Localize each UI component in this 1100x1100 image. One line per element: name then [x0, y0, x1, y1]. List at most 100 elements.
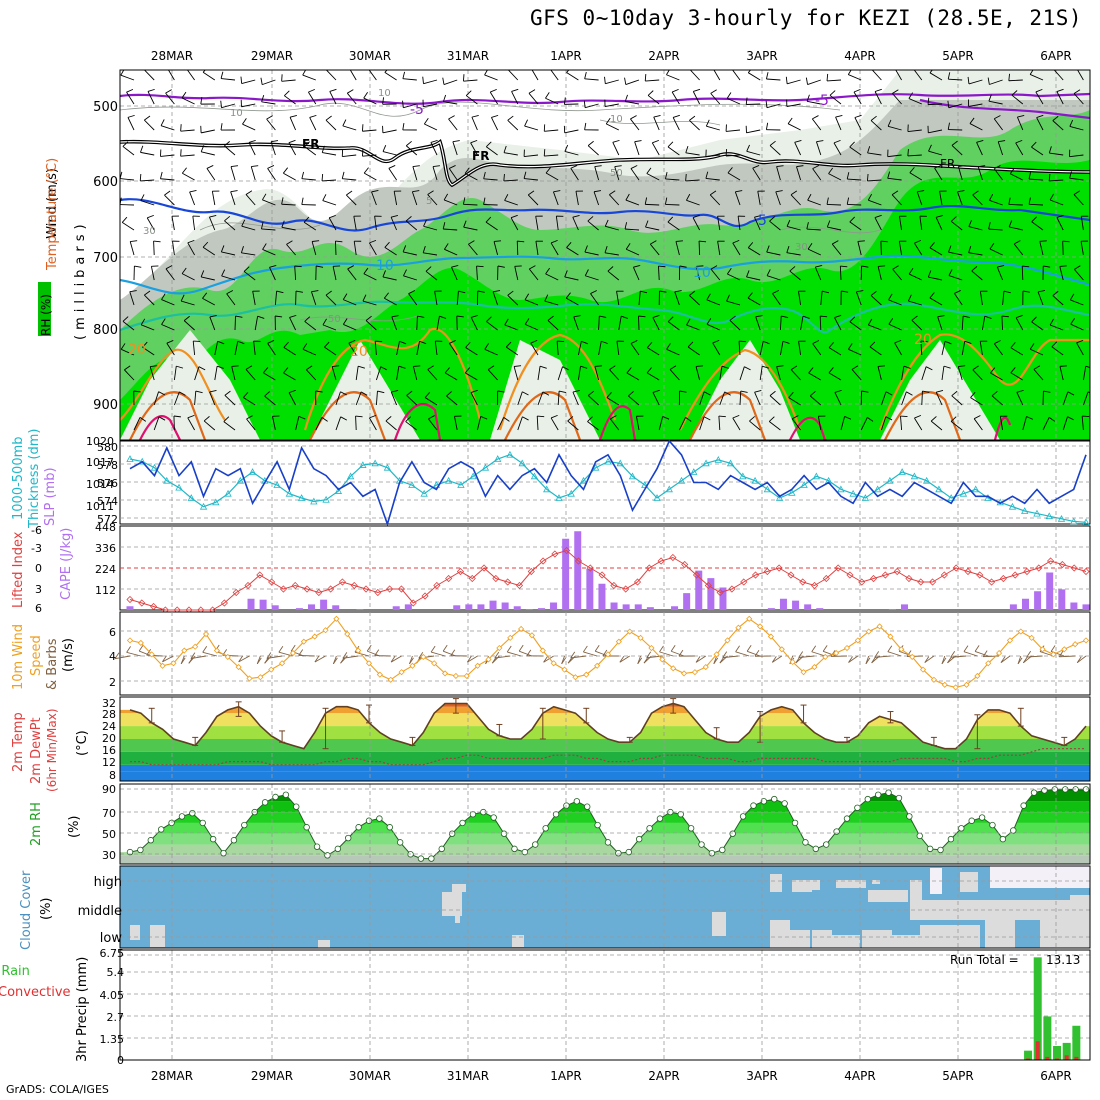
- rh-marker: [1030, 789, 1038, 796]
- wind-barb: [335, 391, 341, 406]
- wind10-barb: [1039, 651, 1054, 657]
- wind-barb: [738, 341, 741, 356]
- wind10-barb: [874, 655, 891, 658]
- wind-barb-flag: [584, 71, 587, 79]
- wind-barb: [941, 366, 945, 381]
- wind10-barb-flag: [570, 651, 576, 659]
- wind-barb: [616, 341, 620, 356]
- run-total-value: 13.13: [1046, 953, 1080, 967]
- wind-barb: [209, 391, 216, 406]
- wind-barb-flag: [604, 76, 606, 84]
- wind-barb-flag: [529, 265, 536, 270]
- thickness-marker: [126, 455, 134, 462]
- wind-barb-flag: [405, 216, 412, 222]
- wind-barb-flag: [808, 367, 814, 374]
- cloud-clear-cell: [150, 925, 165, 947]
- wind10-barb-flag: [314, 655, 320, 663]
- wind-barb-flag: [147, 88, 155, 92]
- wind-barb: [957, 166, 963, 181]
- wind-speed-marker: [833, 650, 840, 657]
- slp-tick: 1014: [86, 478, 114, 491]
- wind-barb: [434, 341, 438, 356]
- wind-barb: [593, 191, 600, 206]
- wind-speed-marker: [496, 644, 503, 652]
- thickness-marker: [408, 481, 416, 488]
- rh-marker: [490, 814, 497, 821]
- wind-barb: [384, 297, 397, 306]
- wind-barb: [382, 151, 397, 156]
- wind-speed-marker: [680, 670, 688, 677]
- wind-speed-marker: [322, 627, 329, 634]
- temp-tick: 12: [102, 756, 116, 769]
- wind-barb-flag: [209, 315, 217, 318]
- wind-barb: [919, 216, 923, 231]
- wind10-barb: [238, 655, 250, 663]
- wind-barb-flag: [969, 117, 975, 124]
- wind-barb-flag: [355, 415, 363, 418]
- wind-barb-flag: [1048, 173, 1051, 181]
- wind-barb-flag: [144, 115, 151, 121]
- wind-barb-flag: [275, 315, 283, 318]
- wind-barb-flag: [377, 390, 385, 394]
- axis-label-precip-total: tal / Rain: [0, 964, 30, 979]
- rh-marker: [178, 813, 186, 820]
- wind10-barb-flag: [442, 644, 448, 652]
- wind-barb-flag: [283, 367, 289, 374]
- wind-barb: [937, 316, 943, 331]
- wind-barb: [165, 268, 175, 281]
- thickness-marker: [444, 476, 453, 484]
- wind-barb-flag: [709, 190, 717, 196]
- wind10-barb: [659, 651, 674, 657]
- wind-barb: [434, 291, 438, 306]
- cape-bar: [513, 606, 521, 610]
- wind-barb: [403, 275, 417, 281]
- cloud-clear-cell: [512, 935, 524, 947]
- wind-barb-flag: [665, 172, 668, 180]
- wind-barb-flag: [1008, 197, 1011, 205]
- wind-barb-flag: [363, 92, 368, 99]
- li-marker: [244, 581, 252, 590]
- wind-barb-flag: [988, 193, 994, 201]
- wind-barb-flag: [312, 240, 320, 242]
- wind-barb: [242, 123, 256, 131]
- wind-barb-flag: [164, 190, 171, 196]
- wind-barb: [504, 324, 518, 331]
- thickness-marker: [714, 456, 722, 463]
- rh-marker: [854, 804, 861, 811]
- thickness-marker: [334, 487, 343, 494]
- cape-bar: [646, 607, 654, 610]
- wind-barb: [369, 417, 377, 431]
- wind-barb: [1049, 199, 1064, 206]
- wind-barb-flag: [251, 165, 259, 168]
- wind-barb-flag: [726, 294, 730, 302]
- wind-barb-flag: [888, 318, 894, 325]
- axis-label-rh: RH (%): [39, 294, 53, 336]
- wind-barb: [754, 391, 761, 406]
- wind-barb-flag: [507, 115, 514, 121]
- precip-total-bar: [1043, 1016, 1052, 1060]
- wind-barb: [604, 252, 619, 256]
- wind-speed-marker: [713, 651, 720, 658]
- rh-marker: [604, 839, 612, 846]
- wind-barb: [150, 266, 155, 281]
- li-tick: -3: [31, 542, 42, 555]
- wind-barb: [368, 70, 377, 81]
- cape-tick: 448: [95, 521, 116, 534]
- wind-barb-flag: [1052, 290, 1059, 296]
- wind-barb-flag: [806, 94, 810, 102]
- wind-barb-flag: [947, 100, 950, 108]
- wind-barb-flag: [914, 414, 922, 419]
- cloud-clear-cell: [770, 920, 790, 948]
- rh-marker: [947, 835, 955, 843]
- wind-barb: [325, 294, 337, 306]
- wind-barb-flag: [324, 341, 330, 348]
- wind-barb: [153, 416, 160, 431]
- wind-barb: [192, 341, 196, 356]
- wind10-barb-flag: [637, 657, 643, 665]
- credit-text: GrADS: COLA/IGES: [6, 1083, 109, 1096]
- wind-barb: [1051, 346, 1064, 356]
- wind-barb-flag: [405, 416, 411, 422]
- wind-barb: [470, 142, 478, 156]
- wind-barb: [531, 70, 539, 81]
- wind-speed-marker: [735, 624, 742, 631]
